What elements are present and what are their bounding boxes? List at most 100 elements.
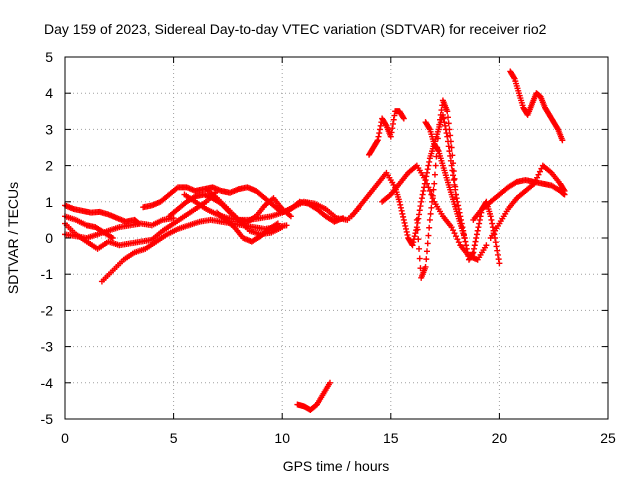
data-point: [400, 213, 407, 220]
x-tick-label: 15: [383, 430, 399, 446]
data-point: [411, 233, 418, 240]
data-point: [426, 187, 433, 194]
series-sat-j: [214, 209, 281, 245]
data-point: [427, 210, 434, 217]
data-point: [444, 133, 451, 140]
series-sat-q: [470, 177, 568, 223]
data-point: [471, 242, 478, 249]
y-tick-label: -3: [41, 339, 54, 355]
data-point: [279, 224, 286, 231]
data-point: [429, 198, 436, 205]
y-tick-label: -1: [41, 266, 54, 282]
data-point: [416, 207, 423, 214]
y-tick-label: 4: [45, 85, 53, 101]
data-point: [388, 129, 395, 136]
x-tick-label: 0: [61, 430, 69, 446]
data-point: [396, 198, 403, 205]
data-point: [434, 146, 441, 153]
data-point: [423, 256, 430, 263]
data-point: [416, 211, 423, 218]
data-point: [400, 115, 407, 122]
data-point: [376, 126, 383, 133]
data-point: [436, 121, 443, 128]
data-point: [495, 256, 502, 263]
data-point: [476, 216, 483, 223]
x-tick-label: 5: [170, 430, 178, 446]
data-point: [416, 245, 423, 252]
data-point: [403, 228, 410, 235]
x-tick-labels: 0 5 10 15 20 25: [61, 430, 616, 446]
data-point: [431, 180, 438, 187]
series-sat-o: [413, 97, 459, 281]
data-point: [483, 242, 490, 249]
data-point: [487, 213, 494, 220]
data-point: [554, 125, 561, 132]
data-point: [461, 235, 468, 241]
data-point: [390, 116, 397, 123]
data-point: [431, 171, 438, 178]
data-point: [532, 177, 539, 184]
data-point: [403, 225, 410, 232]
data-point: [451, 175, 458, 182]
data-point: [447, 138, 454, 145]
data-point: [425, 184, 432, 191]
data-point: [415, 236, 422, 243]
data-point: [416, 255, 423, 262]
data-point: [534, 174, 541, 181]
data-point: [424, 240, 431, 247]
chart-title: Day 159 of 2023, Sidereal Day-to-day VTE…: [44, 21, 547, 37]
data-point: [489, 224, 496, 231]
data-point: [429, 192, 436, 199]
series-sat-r: [487, 162, 568, 241]
data-point: [446, 126, 453, 133]
data-point: [422, 177, 429, 184]
x-tick-label: 25: [600, 430, 616, 446]
data-point: [391, 112, 398, 119]
data-point: [471, 245, 478, 252]
data-point: [420, 187, 427, 194]
series-sat-a: [62, 202, 142, 227]
data-point: [444, 114, 451, 121]
data-point: [389, 125, 396, 132]
y-tick-label: 3: [45, 121, 53, 137]
y-tick-labels: -5 -4 -3 -2 -1 0 1 2 3 4 5: [41, 49, 54, 427]
y-tick-label: 1: [45, 194, 53, 210]
data-point: [424, 248, 430, 255]
series-sat-n: [379, 162, 490, 263]
data-point: [435, 126, 442, 133]
data-point: [472, 238, 479, 245]
y-tick-label: 2: [45, 158, 53, 174]
data-point: [462, 238, 469, 245]
data-point: [488, 216, 495, 223]
data-point: [109, 235, 116, 241]
data-point: [440, 115, 447, 122]
data-point: [399, 210, 406, 217]
data-point: [455, 239, 462, 246]
data-point: [412, 230, 419, 237]
series-sat-s: [507, 68, 566, 144]
data-point: [419, 191, 426, 198]
data-point: [489, 220, 496, 227]
data-point: [409, 242, 416, 249]
data-point: [389, 120, 396, 127]
data-point: [463, 242, 470, 249]
data-point: [413, 216, 420, 223]
data-point: [453, 195, 460, 202]
data-point: [437, 111, 444, 118]
data-point: [450, 160, 457, 167]
data-point: [438, 107, 445, 114]
series-sat-d: [62, 213, 116, 241]
series-sat-m: [366, 108, 407, 158]
data-point: [561, 187, 568, 194]
data-point: [469, 250, 476, 257]
data-point: [445, 120, 452, 127]
series-sat-p: [422, 119, 468, 241]
data-point: [492, 239, 499, 246]
data-point: [536, 168, 543, 175]
data-point: [374, 137, 381, 144]
data-point: [452, 183, 459, 190]
data-point: [445, 143, 452, 150]
data-point: [450, 227, 457, 234]
y-axis-title: SDTVAR / TECUs: [5, 182, 21, 294]
